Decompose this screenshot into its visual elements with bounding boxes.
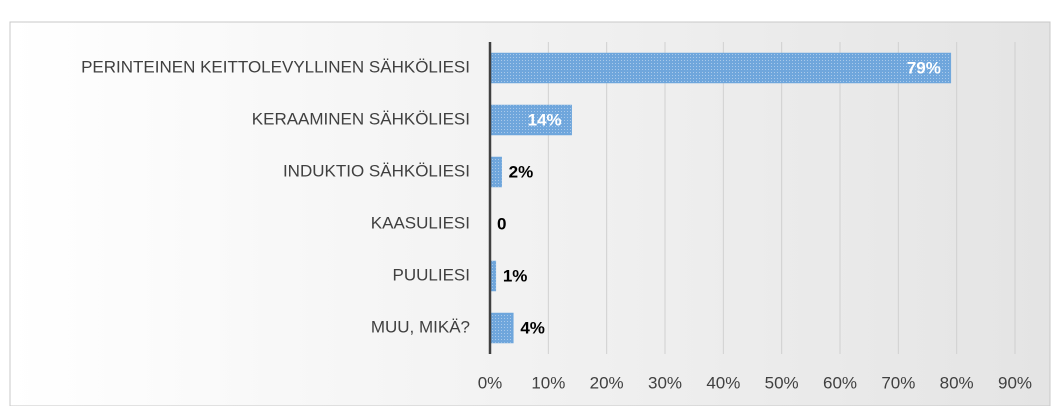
y-tick-label: KAASULIESI <box>371 213 470 232</box>
x-tick-label: 80% <box>940 373 974 392</box>
data-label: 2% <box>509 162 534 181</box>
x-tick-label: 0% <box>478 373 503 392</box>
bar <box>489 104 572 136</box>
data-label: 14% <box>528 110 562 129</box>
x-tick-label: 10% <box>531 373 565 392</box>
bar <box>489 52 952 84</box>
y-tick-label: INDUKTIO SÄHKÖLIESI <box>283 161 470 180</box>
x-tick-label: 70% <box>881 373 915 392</box>
y-tick-label: PERINTEINEN KEITTOLEVYLLINEN SÄHKÖLIESI <box>81 57 470 76</box>
data-label: 0 <box>497 214 506 233</box>
data-label: 4% <box>520 318 545 337</box>
y-tick-label: KERAAMINEN SÄHKÖLIESI <box>252 109 470 128</box>
y-tick-label: MUU, MIKÄ? <box>371 317 470 336</box>
x-tick-label: 90% <box>998 373 1032 392</box>
x-tick-label: 20% <box>590 373 624 392</box>
x-tick-label: 50% <box>765 373 799 392</box>
bar <box>489 156 502 188</box>
y-tick-label: PUULIESI <box>393 265 470 284</box>
data-label: 79% <box>907 58 941 77</box>
plot-background <box>9 21 1051 406</box>
bar <box>489 312 514 344</box>
x-tick-label: 60% <box>823 373 857 392</box>
data-label: 1% <box>503 266 528 285</box>
x-tick-label: 30% <box>648 373 682 392</box>
x-tick-label: 40% <box>706 373 740 392</box>
